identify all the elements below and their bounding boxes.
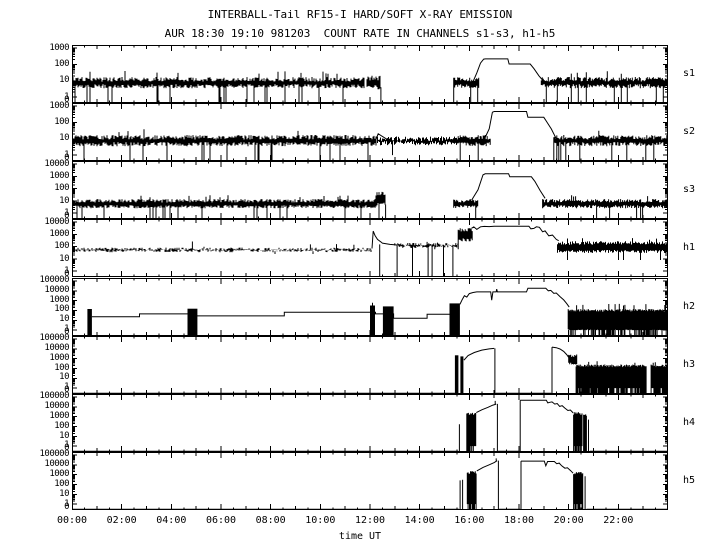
y-tick-label: 10 (59, 75, 69, 86)
y-tick-label: 100 (54, 117, 69, 127)
panel-trace-h3 (72, 335, 668, 394)
y-tick-label: 100 (54, 58, 69, 69)
y-tick-label: 10 (59, 488, 69, 499)
y-tick-label: 100 (54, 420, 69, 431)
y-tick-label: 10000 (44, 284, 69, 295)
x-tick-label: 06:00 (205, 515, 237, 526)
y-tick-label: 1 (64, 498, 69, 509)
y-tick-label: 1 (64, 149, 69, 160)
y-tick-label: 10 (59, 314, 69, 325)
x-tick-label: 18:00 (503, 515, 535, 526)
x-tick-label: 00:00 (56, 515, 88, 526)
panel-h2 (72, 277, 668, 336)
y-tick-label: 0 (64, 269, 69, 279)
y-tick-label: 1 (64, 440, 69, 451)
y-tick-label: 10 (59, 372, 69, 383)
x-tick-label: 08:00 (255, 515, 286, 526)
panel-trace-h2 (72, 277, 668, 336)
y-tick-label: 1 (64, 207, 69, 218)
y-tick-label: 1 (64, 382, 69, 393)
y-tick-label: 10 (59, 195, 69, 206)
y-tick-label: 10 (59, 253, 69, 264)
y-tick-label: 10 (59, 430, 69, 441)
y-tick-label: 1000 (49, 100, 69, 111)
panel-label-h1: h1 (683, 242, 696, 254)
y-tick-label: 0 (64, 94, 69, 105)
panel-trace-s3 (72, 161, 668, 220)
chart-subtitle: AUR 18:30 19:10 981203 COUNT RATE IN CHA… (164, 27, 556, 40)
y-tick-label: 10000 (44, 459, 69, 470)
panel-s3 (72, 161, 668, 220)
y-tick-label: 10000 (44, 158, 69, 169)
panel-label-s2: s2 (683, 126, 696, 138)
panel-label-h3: h3 (683, 358, 696, 370)
x-tick-label: 16:00 (454, 515, 485, 526)
panel-label-s3: s3 (683, 184, 696, 196)
y-tick-label: 0 (64, 210, 69, 221)
panel-h5 (72, 451, 668, 510)
y-tick-label: 0 (64, 327, 69, 338)
panel-trace-s1 (72, 45, 668, 104)
y-tick-label: 100 (54, 241, 69, 252)
y-tick-label: 10000 (44, 342, 69, 353)
y-tick-label: 1000 (49, 294, 69, 305)
y-tick-label: 100000 (39, 275, 69, 285)
chart-title: INTERBALL-Tail RF15-I HARD/SOFT X-RAY EM… (207, 8, 513, 21)
y-tick-label: 100000 (39, 391, 69, 402)
panel-label-h4: h4 (683, 416, 696, 428)
y-tick-label: 100 (54, 362, 69, 373)
x-tick-label: 22:00 (603, 515, 634, 526)
y-tick-label: 0 (64, 152, 69, 163)
y-tick-label: 100 (54, 478, 69, 489)
x-tick-label: 14:00 (404, 515, 435, 526)
y-tick-label: 1000 (49, 469, 69, 480)
panel-h4 (72, 393, 668, 452)
panel-label-s1: s1 (683, 68, 696, 80)
y-tick-label: 1000 (49, 352, 69, 363)
y-tick-label: 1 (64, 266, 69, 276)
x-axis-title: time UT (338, 531, 382, 542)
panel-label-h5: h5 (683, 474, 696, 486)
y-tick-label: 1000 (49, 410, 69, 421)
y-tick-label: 0 (64, 385, 69, 396)
x-tick-label: 02:00 (106, 515, 137, 526)
panel-trace-s2 (72, 103, 668, 162)
y-tick-label: 100000 (39, 333, 69, 344)
panel-h1 (72, 219, 668, 278)
y-tick-label: 1000 (49, 42, 69, 53)
y-tick-label: 0 (64, 501, 69, 512)
panel-trace-h4 (72, 393, 668, 452)
x-tick-label: 20:00 (553, 515, 584, 526)
x-tick-label: 04:00 (156, 515, 187, 526)
y-tick-label: 1 (64, 91, 69, 102)
y-tick-label: 10000 (44, 401, 69, 412)
x-tick-label: 12:00 (354, 515, 386, 526)
y-tick-label: 100000 (39, 449, 69, 460)
y-tick-label: 1000 (49, 171, 69, 182)
y-tick-label: 1000 (49, 229, 69, 240)
panel-trace-h1 (72, 219, 668, 278)
panel-trace-h5 (72, 451, 668, 510)
y-tick-label: 100 (54, 304, 69, 315)
y-tick-label: 10 (59, 133, 69, 144)
panel-h3 (72, 335, 668, 394)
panel-s2 (72, 103, 668, 162)
panel-label-h2: h2 (683, 300, 696, 312)
panel-s1 (72, 45, 668, 104)
y-tick-label: 100 (54, 183, 69, 194)
y-tick-label: 0 (64, 443, 69, 454)
y-tick-label: 10000 (44, 216, 69, 227)
x-tick-label: 10:00 (305, 515, 336, 526)
y-tick-label: 1 (64, 324, 69, 335)
